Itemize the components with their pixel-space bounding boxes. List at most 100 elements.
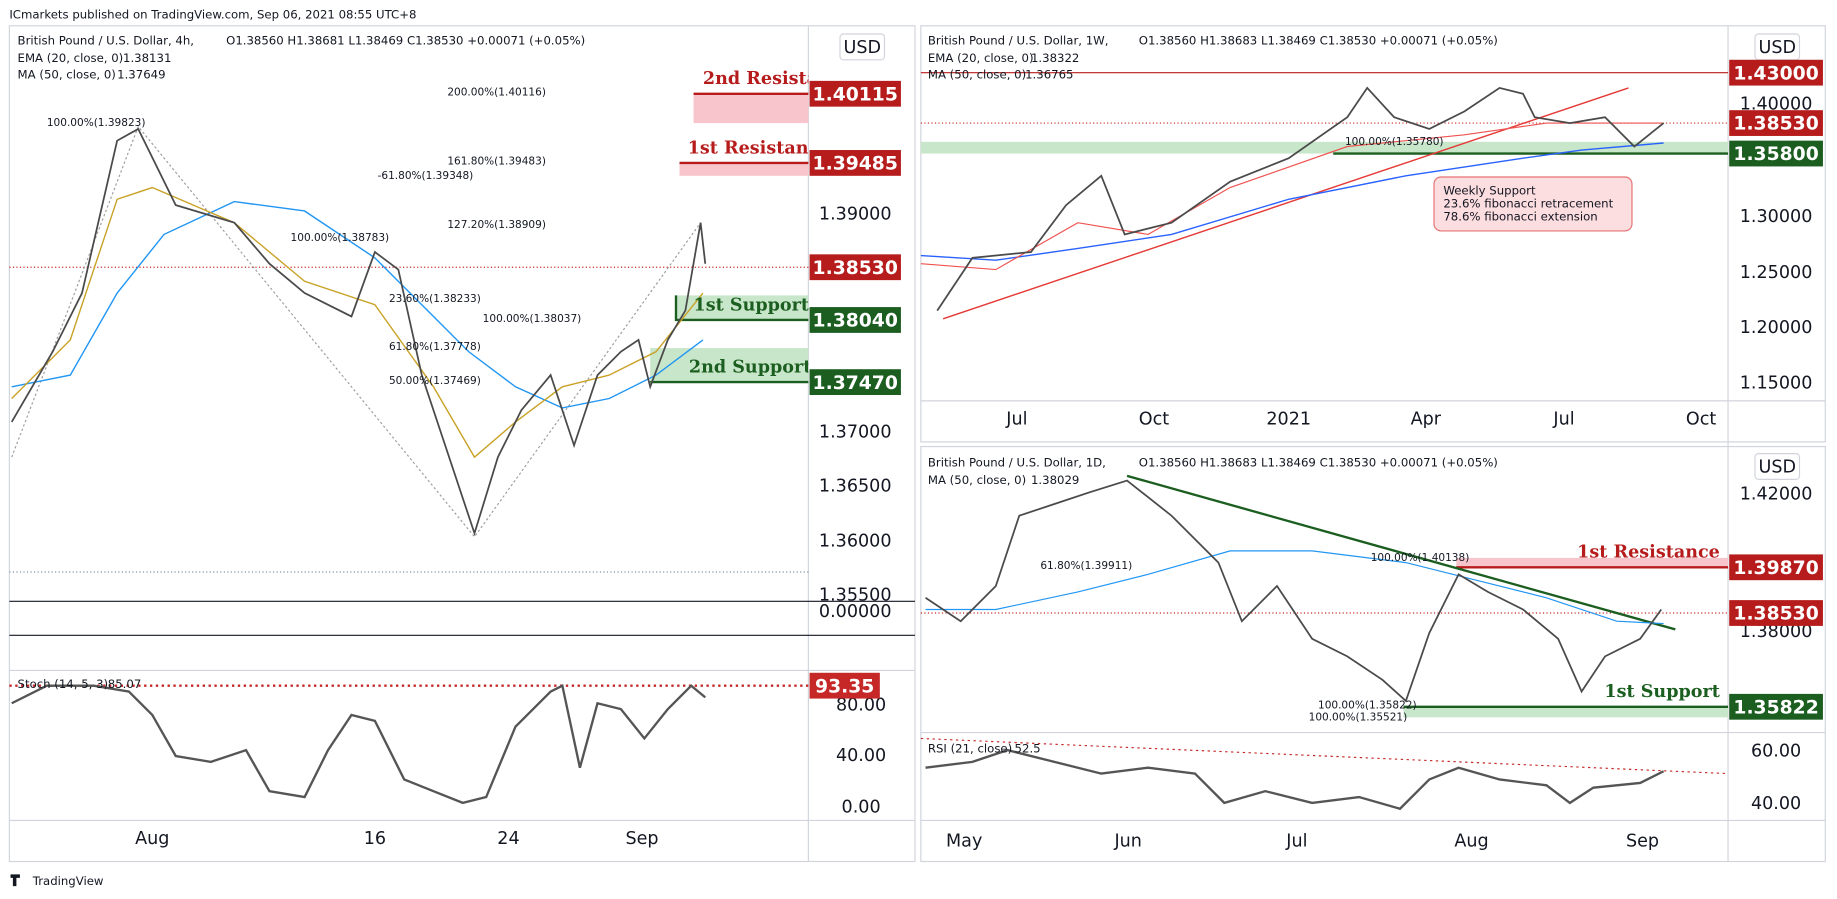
stoch-line [11, 683, 707, 805]
price-tag-box [809, 369, 901, 395]
y-axis-label: 1.20000 [1740, 318, 1813, 338]
oscillator-value: 52.5 [1015, 741, 1041, 755]
fib-label: 61.80%(1.39911) [1040, 560, 1132, 572]
price-tag-box [1729, 693, 1823, 720]
legend-title: British Pound / U.S. Dollar, 4h, [18, 34, 194, 48]
legend-title: British Pound / U.S. Dollar, 1D, [928, 455, 1106, 469]
ema-value: 1.38131 [123, 51, 171, 65]
ema-label: EMA (20, close, 0) [18, 51, 124, 65]
zone-label: 2nd Resistance [703, 69, 853, 89]
price-tag: 93.35 [815, 676, 874, 697]
annotation-text: 23.6% fibonacci retracement [1443, 196, 1613, 210]
currency-box [839, 33, 886, 61]
annotation-text: 78.6% fibonacci extension [1443, 209, 1597, 223]
fib-label: 23.60%(1.38233) [389, 293, 481, 305]
x-axis-label: Oct [1139, 410, 1169, 430]
ma-value: 1.37649 [117, 68, 165, 82]
price-tag-box [1729, 110, 1823, 136]
price-tag: 1.35800 [1733, 144, 1818, 165]
price-tag: 1.39485 [813, 154, 898, 175]
x-axis-label: Jun [1113, 832, 1141, 852]
x-axis-label: 2021 [1266, 410, 1311, 430]
fib-label: 50.00%(1.37469) [389, 375, 481, 387]
fib-label: 100.00%(1.40138) [1371, 552, 1470, 564]
header: ICmarkets published on TradingView.com, … [9, 8, 416, 22]
ma-label: MA (50, close, 0) [928, 473, 1026, 487]
ma-label: MA (50, close, 0) [928, 68, 1026, 82]
price-tag-box [809, 254, 901, 281]
price-tag: 1.40115 [813, 84, 898, 105]
oscillator-axis-label: 40.00 [1751, 794, 1801, 814]
footer-logo [10, 874, 20, 887]
price-tag: 1.38040 [813, 311, 898, 332]
x-axis-label: Aug [135, 829, 169, 849]
currency-box [1754, 453, 1801, 480]
price-tag: 1.39870 [1733, 558, 1818, 579]
y-axis-label: 1.42000 [1740, 485, 1813, 505]
zone-label: 1st Support [1604, 682, 1720, 702]
x-axis-label: Jul [1285, 832, 1307, 852]
fib-label: 100.00%(1.38037) [483, 313, 582, 325]
x-axis-label: Sep [625, 829, 658, 849]
ma-value: 1.36765 [1025, 68, 1073, 82]
oscillator-label: Stoch (14, 5, 3) [18, 677, 109, 691]
fib-label: 100.00%(1.35521) [1309, 711, 1408, 723]
zone-label: 1st Support [694, 295, 810, 315]
fib-label: 100.00%(1.35780) [1345, 136, 1444, 148]
price-tag-box [1729, 600, 1823, 626]
weekly-drawing [920, 72, 1729, 320]
price-tag-box [1729, 140, 1823, 167]
price-tag-box [809, 307, 901, 333]
currency: USD [1758, 38, 1796, 58]
left-zones [9, 92, 809, 687]
pane-separators [9, 600, 915, 672]
x-axis-label: 16 [364, 829, 386, 849]
currency: USD [844, 38, 882, 58]
price-tag: 1.37470 [813, 373, 898, 394]
price-tag: 1.38530 [1733, 604, 1818, 625]
price-tag: 1.38530 [1733, 114, 1818, 135]
oscillator-axis-label: 40.00 [836, 746, 886, 766]
frames [8, 25, 1826, 863]
x-axis-label: Jul [1005, 410, 1027, 430]
zone-label: 1st Resistance [1577, 543, 1720, 563]
legend-title: British Pound / U.S. Dollar, 1W, [928, 34, 1109, 48]
price-tag: 1.35822 [1733, 697, 1818, 718]
x-axis-label: Apr [1411, 410, 1442, 430]
fib-label: 100.00%(1.39823) [47, 117, 146, 129]
fib-label: 200.00%(1.40116) [447, 87, 546, 99]
fib-label: 61.80%(1.37778) [389, 341, 481, 353]
ema-label: EMA (20, close, 0) [928, 51, 1034, 65]
y-axis-label: 1.36000 [819, 532, 892, 552]
x-axis-label: Aug [1454, 832, 1488, 852]
y-axis-label: 1.40000 [1740, 94, 1813, 114]
x-axis-label: Jul [1552, 410, 1574, 430]
fib-label: 161.80%(1.39483) [447, 156, 546, 168]
y-axis-label: 1.35500 [819, 585, 892, 605]
x-axis-label: May [946, 832, 982, 852]
fib-label: -61.80%(1.39348) [378, 170, 474, 182]
price-tag-box [1729, 554, 1823, 581]
price-tag-box [809, 80, 901, 107]
ma-value: 1.38029 [1031, 473, 1079, 487]
price-tag-box [1729, 59, 1823, 86]
zone-label: 1st Resistance [688, 138, 831, 158]
y-axis-label: 1.37000 [819, 423, 892, 443]
footer: TradingView [32, 874, 104, 888]
zone-label: 2nd Support [689, 358, 812, 378]
oscillator-axis-label: 80.00 [836, 696, 886, 716]
price-tag-box [809, 672, 880, 699]
y-axis-label: 1.38000 [1740, 622, 1813, 642]
x-axis-label: Sep [1626, 832, 1659, 852]
y-axis-label: 1.39000 [819, 204, 892, 224]
daily-drawing [920, 474, 1729, 811]
currency: USD [1758, 458, 1796, 478]
price-tag-box [809, 150, 901, 176]
price-tag: 1.43000 [1733, 63, 1818, 84]
y-axis-label: 0.00000 [819, 602, 892, 622]
oscillator-axis-label: 60.00 [1751, 741, 1801, 761]
legend-ohlc: O1.38560 H1.38681 L1.38469 C1.38530 +0.0… [226, 34, 585, 48]
legend-ohlc: O1.38560 H1.38683 L1.38469 C1.38530 +0.0… [1139, 455, 1498, 469]
